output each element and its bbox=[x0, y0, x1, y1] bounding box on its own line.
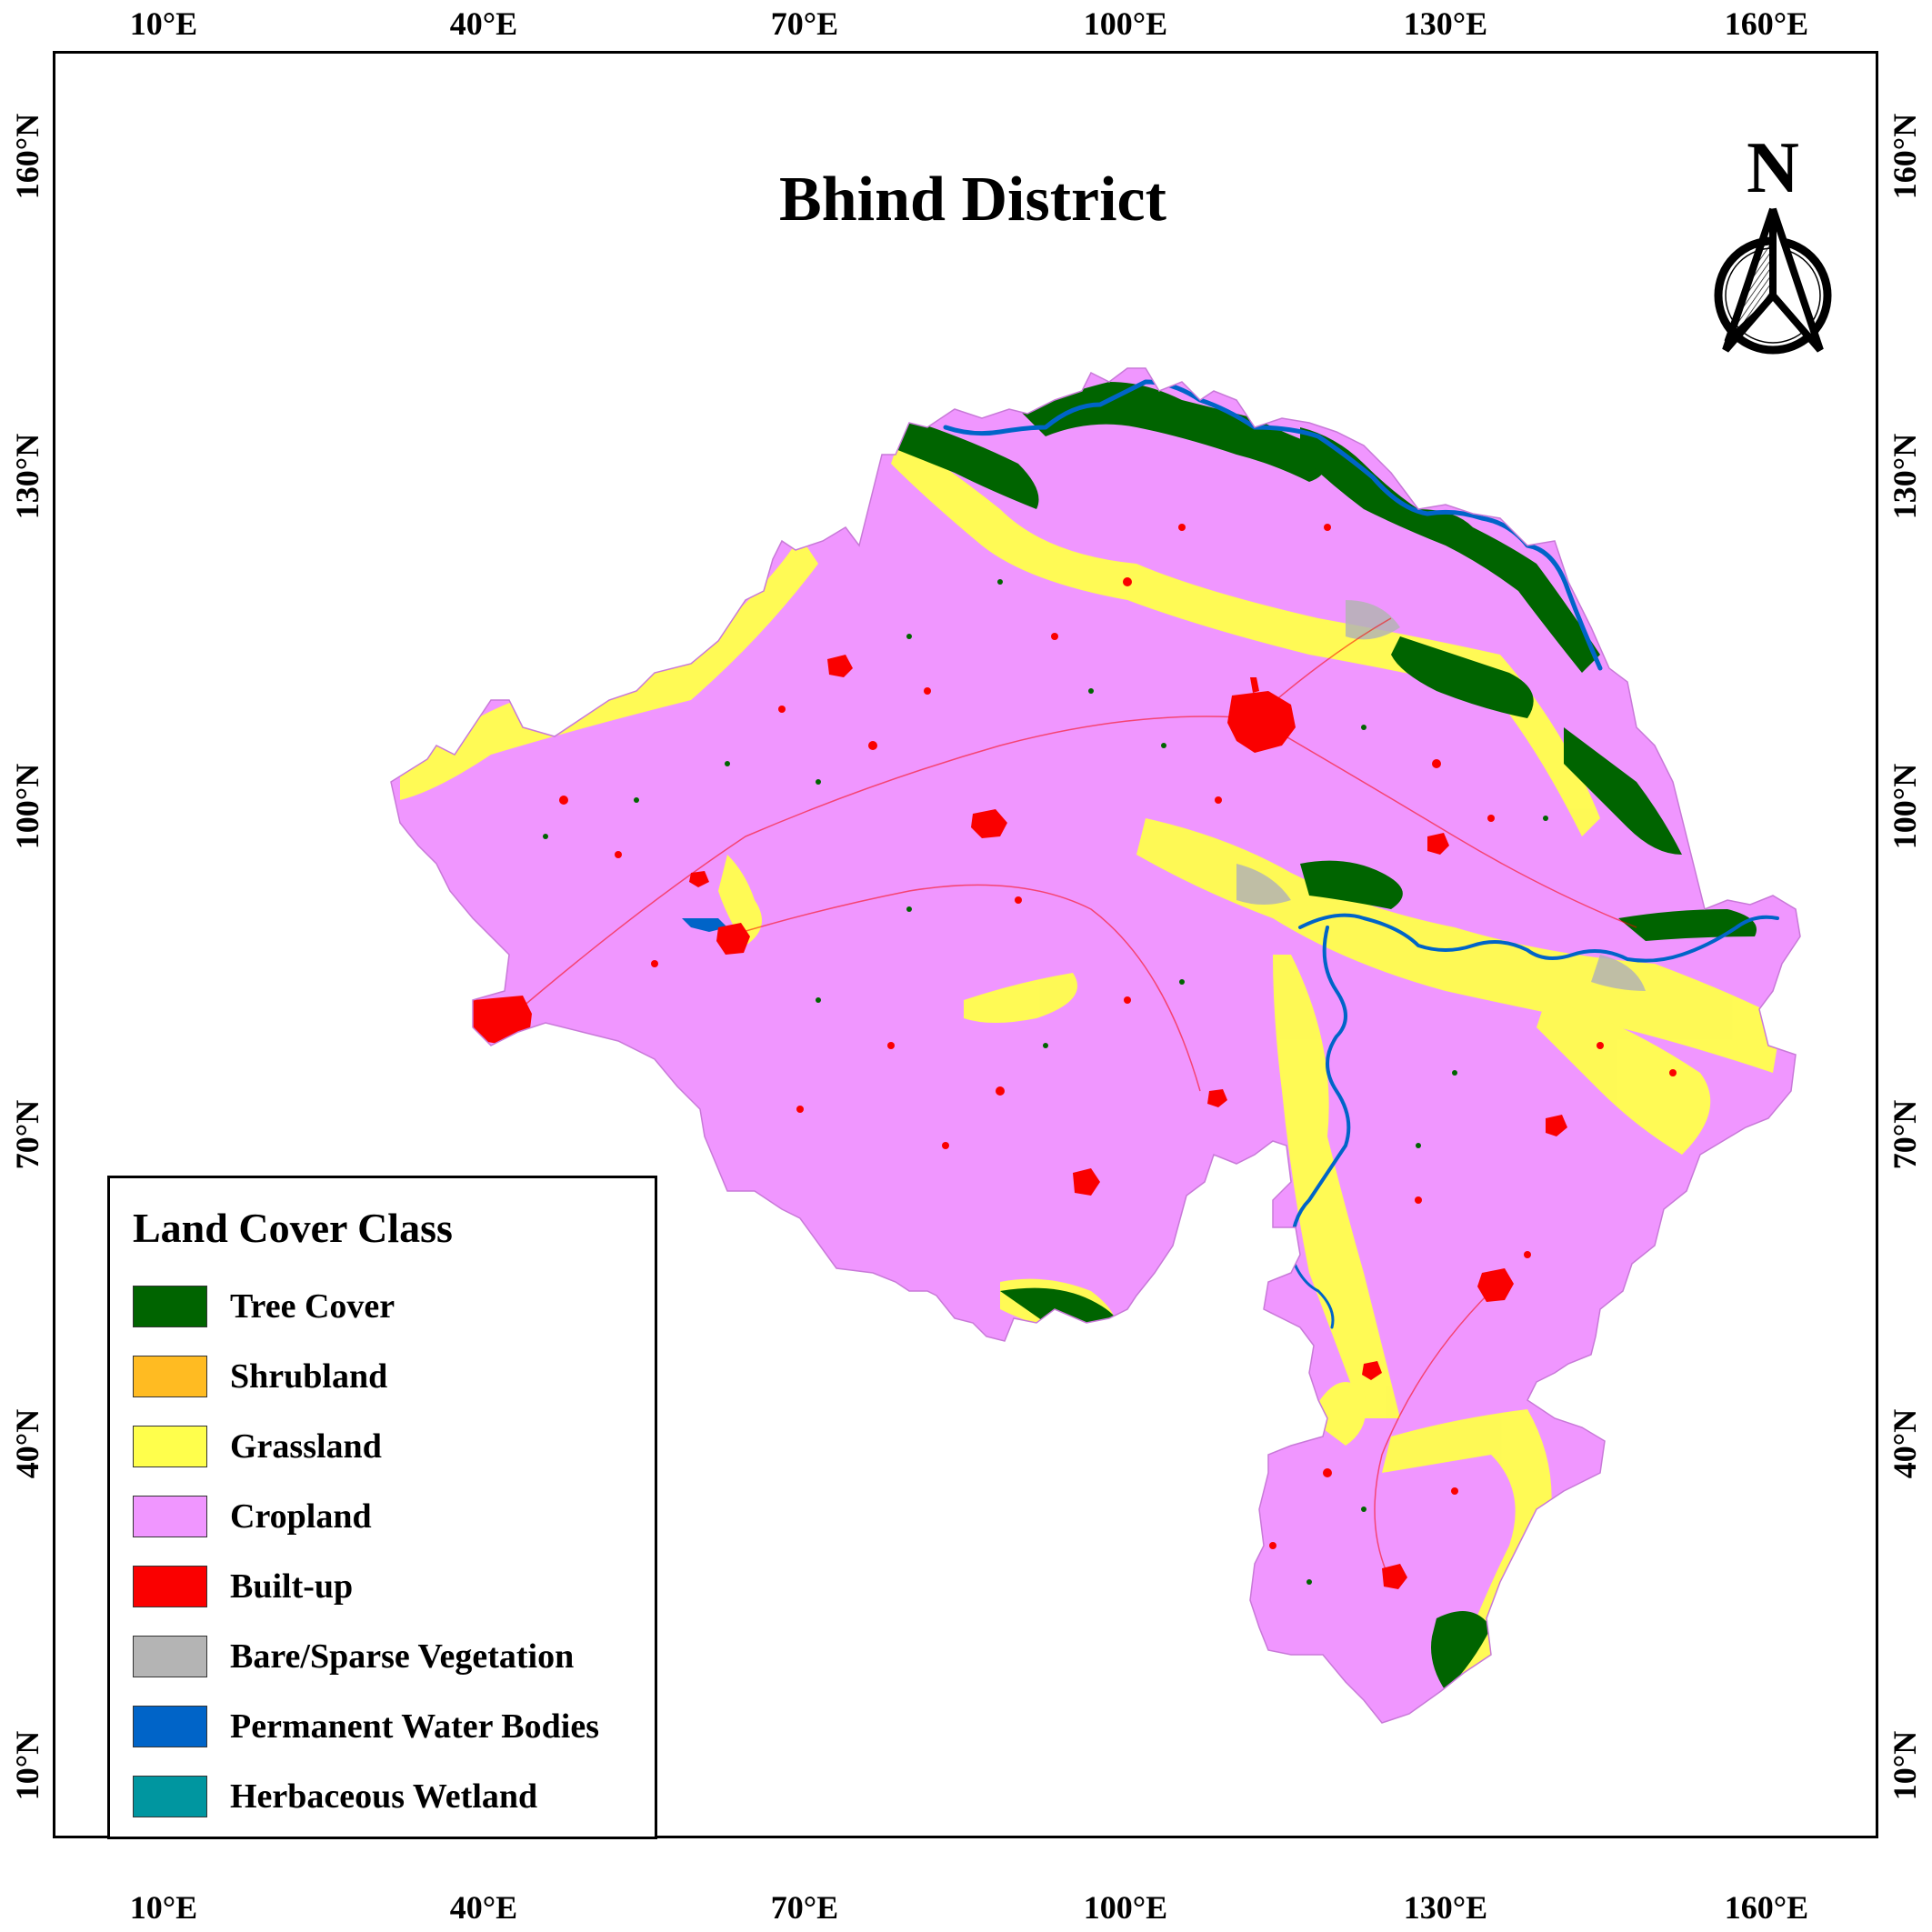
legend: Land Cover Class Tree Cover Shrubland Gr… bbox=[107, 1176, 657, 1839]
lon-tick-bottom: 10°E bbox=[129, 1889, 198, 1926]
legend-item-herbaceous-wetland: Herbaceous Wetland bbox=[133, 1775, 537, 1818]
lon-tick-bottom: 70°E bbox=[770, 1889, 839, 1926]
legend-swatch bbox=[133, 1286, 207, 1327]
legend-swatch bbox=[133, 1426, 207, 1467]
legend-label: Herbaceous Wetland bbox=[230, 1777, 538, 1816]
legend-item-permanent-water-bodies: Permanent Water Bodies bbox=[133, 1705, 599, 1748]
lon-tick-bottom: 130°E bbox=[1403, 1889, 1488, 1926]
legend-swatch bbox=[133, 1706, 207, 1747]
legend-item-tree-cover: Tree Cover bbox=[133, 1285, 395, 1328]
lon-tick-top: 130°E bbox=[1403, 5, 1488, 42]
legend-swatch bbox=[133, 1636, 207, 1677]
legend-item-shrubland: Shrubland bbox=[133, 1355, 387, 1398]
lon-tick-top: 100°E bbox=[1083, 5, 1168, 42]
legend-label: Grassland bbox=[230, 1427, 382, 1466]
legend-label: Cropland bbox=[230, 1497, 372, 1536]
legend-label: Bare/Sparse Vegetation bbox=[230, 1637, 575, 1676]
lon-tick-top: 70°E bbox=[770, 5, 839, 42]
legend-swatch bbox=[133, 1776, 207, 1817]
lon-tick-top: 160°E bbox=[1724, 5, 1809, 42]
legend-title: Land Cover Class bbox=[133, 1205, 453, 1251]
legend-swatch bbox=[133, 1496, 207, 1537]
north-label: N bbox=[1747, 128, 1799, 208]
legend-item-bare-sparse-vegetation: Bare/Sparse Vegetation bbox=[133, 1635, 574, 1678]
legend-label: Built-up bbox=[230, 1567, 354, 1606]
lon-tick-bottom: 40°E bbox=[449, 1889, 518, 1926]
legend-label: Permanent Water Bodies bbox=[230, 1707, 599, 1746]
lon-tick-bottom: 100°E bbox=[1083, 1889, 1168, 1926]
legend-label: Shrubland bbox=[230, 1357, 388, 1396]
lon-tick-top: 40°E bbox=[449, 5, 518, 42]
legend-item-built-up: Built-up bbox=[133, 1565, 353, 1608]
legend-item-grassland: Grassland bbox=[133, 1425, 382, 1468]
legend-swatch bbox=[133, 1566, 207, 1607]
legend-swatch bbox=[133, 1356, 207, 1397]
north-arrow-icon bbox=[1714, 207, 1832, 355]
map-title: Bhind District bbox=[779, 165, 1166, 235]
lon-tick-top: 10°E bbox=[129, 5, 198, 42]
legend-item-cropland: Cropland bbox=[133, 1495, 372, 1538]
legend-label: Tree Cover bbox=[230, 1287, 395, 1326]
lon-tick-bottom: 160°E bbox=[1724, 1889, 1809, 1926]
